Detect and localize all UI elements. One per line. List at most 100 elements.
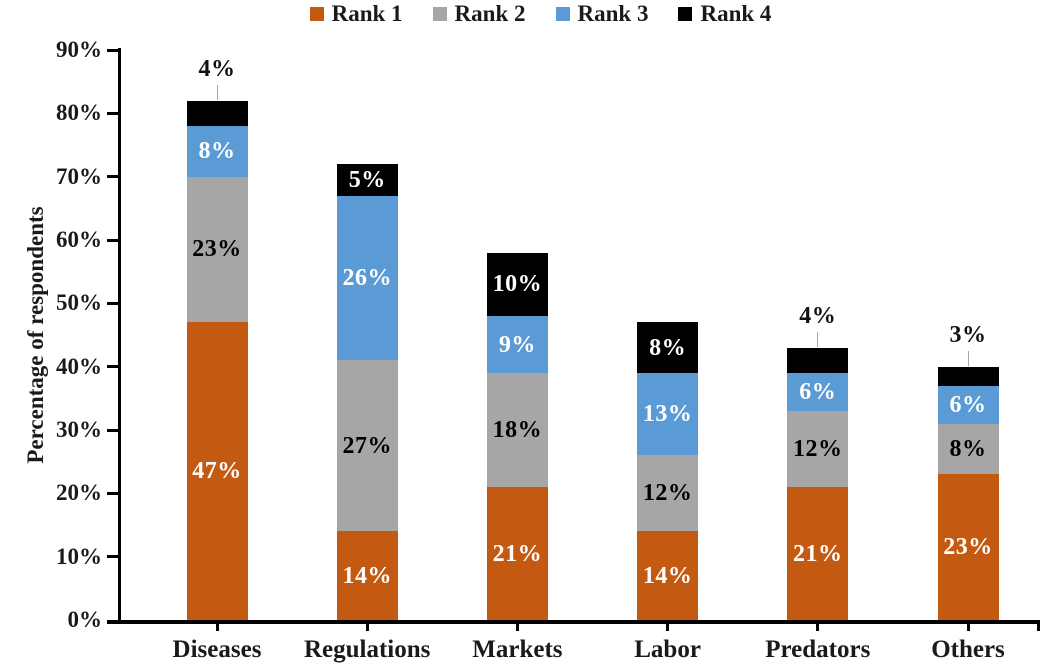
bar-segment: 8% — [186, 126, 248, 177]
legend-label: Rank 4 — [700, 1, 772, 26]
legend-swatch-icon — [309, 6, 324, 21]
bar-segment — [186, 100, 248, 126]
segment-data-label: 5% — [348, 166, 386, 193]
segment-data-label: 27% — [342, 432, 392, 459]
bar-segment: 6% — [937, 385, 999, 424]
category-label: Diseases — [172, 636, 262, 663]
x-axis-line — [107, 620, 1040, 624]
bar-segment — [787, 347, 849, 373]
bar-segment: 47% — [186, 322, 248, 620]
y-tick-label: 90% — [56, 37, 102, 62]
segment-data-label: 9% — [498, 331, 536, 358]
bar-segment: 14% — [637, 531, 699, 620]
y-axis-tick — [107, 238, 120, 242]
y-axis-tick — [107, 111, 120, 115]
bar-segment: 14% — [336, 531, 398, 620]
leader-line — [817, 331, 819, 347]
legend-swatch-icon — [678, 6, 693, 21]
segment-data-label: 8% — [198, 138, 236, 165]
chart-legend: Rank 1 Rank 2 Rank 3 Rank 4 — [0, 2, 1043, 25]
outside-data-label: 4% — [198, 55, 236, 82]
legend-item: Rank 3 — [555, 1, 649, 26]
segment-data-label: 18% — [492, 417, 543, 443]
y-axis-tick — [107, 365, 120, 369]
y-tick-label: 70% — [56, 163, 102, 189]
x-axis-tick — [215, 623, 219, 631]
bar-segment: 6% — [787, 373, 849, 411]
x-axis-tick — [515, 623, 519, 631]
category-label: Markets — [472, 636, 563, 663]
segment-data-label: 6% — [949, 391, 987, 418]
y-tick-label: 30% — [56, 417, 102, 442]
bar-segment: 23% — [186, 176, 248, 323]
y-tick-label: 50% — [56, 290, 102, 316]
bar-segment: 12% — [637, 455, 699, 532]
bar-segment: 8% — [637, 322, 699, 373]
leader-line — [216, 84, 218, 100]
x-axis-tick — [666, 623, 670, 631]
legend-label: Rank 2 — [454, 1, 526, 26]
y-tick-label: 10% — [56, 543, 102, 569]
x-axis-tick — [816, 623, 820, 631]
segment-data-label: 47% — [192, 458, 242, 485]
legend-label: Rank 1 — [331, 1, 403, 26]
category-label: Predators — [765, 636, 871, 663]
bar-segment: 9% — [486, 316, 548, 373]
y-axis-tick — [107, 48, 120, 52]
segment-data-label: 23% — [192, 236, 242, 263]
category-label: Labor — [634, 636, 701, 663]
segment-data-label: 26% — [342, 264, 392, 291]
y-axis-tick — [107, 301, 120, 305]
y-tick-label: 20% — [56, 480, 102, 506]
segment-data-label: 14% — [342, 562, 392, 589]
segment-data-label: 6% — [799, 379, 837, 405]
y-tick-label: 60% — [56, 227, 102, 252]
y-tick-label: 40% — [56, 353, 102, 379]
bar-segment: 23% — [937, 474, 999, 620]
bar-segment: 21% — [787, 487, 849, 620]
legend-swatch-icon — [555, 6, 570, 21]
x-axis-end-tick — [1037, 623, 1040, 631]
bar-segment: 8% — [937, 423, 999, 475]
y-tick-label: 0% — [67, 607, 103, 632]
leader-line — [967, 350, 969, 366]
bar-segment: 10% — [486, 252, 548, 316]
bar-segment: 21% — [486, 487, 548, 620]
x-axis-tick — [365, 623, 369, 631]
bar-segment: 26% — [336, 195, 398, 361]
y-axis-title: Percentage of respondents — [23, 206, 48, 464]
outside-data-label: 3% — [949, 321, 987, 348]
legend-item: Rank 2 — [432, 1, 526, 26]
bar-segment: 27% — [336, 360, 398, 532]
y-axis-tick — [107, 491, 120, 495]
x-axis-tick — [966, 623, 970, 631]
legend-item: Rank 4 — [678, 2, 771, 25]
y-tick-label: 80% — [56, 100, 102, 126]
bar-segment: 5% — [336, 164, 398, 196]
segment-data-label: 10% — [492, 271, 543, 298]
outside-data-label: 4% — [799, 302, 837, 329]
segment-data-label: 12% — [793, 436, 843, 462]
y-axis-tick — [107, 175, 120, 179]
y-axis-line — [118, 48, 121, 623]
segment-data-label: 21% — [793, 540, 843, 567]
category-label: Others — [931, 636, 1005, 663]
segment-data-label: 23% — [943, 534, 993, 561]
legend-swatch-icon — [432, 6, 447, 21]
legend-item: Rank 1 — [309, 1, 403, 26]
segment-data-label: 13% — [642, 401, 693, 428]
segment-data-label: 8% — [949, 435, 987, 462]
bar-segment: 13% — [637, 373, 699, 456]
legend-label: Rank 3 — [577, 1, 649, 26]
bar-segment: 18% — [486, 373, 548, 487]
bar-segment — [937, 366, 999, 386]
bar-segment: 12% — [787, 411, 849, 487]
y-axis-tick — [107, 428, 120, 432]
segment-data-label: 8% — [649, 334, 687, 361]
segment-data-label: 12% — [642, 480, 693, 507]
segment-data-label: 21% — [492, 540, 543, 567]
category-label: Regulations — [303, 636, 431, 663]
y-axis-tick — [107, 555, 120, 559]
segment-data-label: 14% — [642, 562, 693, 589]
